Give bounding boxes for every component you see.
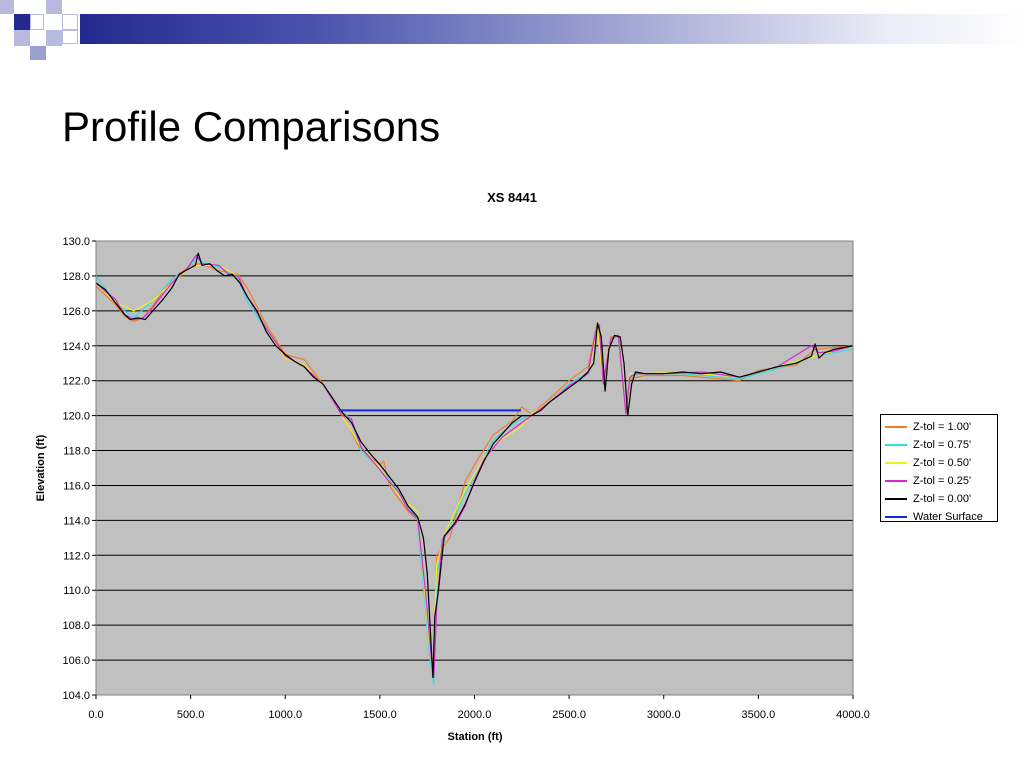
chart-title: XS 8441 bbox=[487, 190, 537, 205]
legend-swatch bbox=[885, 480, 907, 482]
y-axis-ticks: 104.0 106.0 108.0 110.0 112.0 114.0 116.0 118.0… bbox=[62, 236, 96, 702]
legend-swatch bbox=[885, 426, 907, 428]
decor-square bbox=[30, 14, 44, 30]
y-tick-label: 110.0 bbox=[63, 585, 90, 597]
decor-square bbox=[0, 0, 14, 14]
legend-item: Z-tol = 0.00' bbox=[885, 490, 997, 508]
series-lines bbox=[95, 252, 854, 686]
y-tick-label: 108.0 bbox=[62, 620, 90, 632]
y-tick-label: 112.0 bbox=[63, 550, 90, 562]
legend-item: Z-tol = 0.25' bbox=[885, 472, 997, 490]
legend-item: Z-tol = 0.50' bbox=[885, 454, 997, 472]
decor-square bbox=[14, 14, 30, 30]
series-line-4 bbox=[95, 252, 854, 679]
legend-item: Water Surface bbox=[885, 508, 997, 526]
legend-swatch bbox=[885, 444, 907, 446]
legend-label: Z-tol = 1.00' bbox=[913, 421, 972, 433]
slide-title: Profile Comparisons bbox=[62, 103, 441, 150]
y-tick-label: 128.0 bbox=[62, 271, 90, 283]
legend-swatch bbox=[885, 516, 907, 518]
x-tick-label: 4000.0 bbox=[836, 709, 870, 721]
legend-swatch bbox=[885, 498, 907, 500]
decor-square bbox=[62, 30, 78, 44]
header-decoration bbox=[0, 0, 1024, 62]
legend-swatch bbox=[885, 462, 907, 464]
decor-square bbox=[46, 0, 62, 14]
x-axis-ticks: 0.0 500.0 1000.0 1500.0 2000.0 2500.0 3000.0 35… bbox=[88, 695, 870, 721]
y-tick-label: 120.0 bbox=[62, 411, 90, 423]
legend-label: Z-tol = 0.00' bbox=[913, 493, 972, 505]
chart-legend: Z-tol = 1.00' Z-tol = 0.75' Z-tol = 0.50' Z… bbox=[880, 414, 998, 523]
y-tick-label: 126.0 bbox=[62, 306, 90, 318]
y-tick-label: 122.0 bbox=[62, 376, 90, 388]
header-gradient-band bbox=[80, 14, 1024, 44]
y-tick-label: 104.0 bbox=[62, 690, 90, 702]
y-tick-label: 106.0 bbox=[62, 655, 90, 667]
decor-square bbox=[46, 30, 62, 46]
y-tick-label: 116.0 bbox=[63, 480, 90, 492]
y-tick-label: 130.0 bbox=[62, 236, 90, 248]
x-tick-label: 1000.0 bbox=[268, 709, 302, 721]
x-axis-label: Station (ft) bbox=[448, 731, 503, 743]
x-tick-label: 2500.0 bbox=[552, 709, 586, 721]
decor-square bbox=[14, 30, 30, 46]
y-tick-label: 124.0 bbox=[62, 341, 90, 353]
legend-label: Z-tol = 0.75' bbox=[913, 439, 972, 451]
legend-label: Z-tol = 0.50' bbox=[913, 457, 972, 469]
legend-item: Z-tol = 1.00' bbox=[885, 418, 997, 436]
x-tick-label: 500.0 bbox=[177, 709, 205, 721]
plot-area bbox=[96, 241, 853, 695]
x-tick-label: 3500.0 bbox=[742, 709, 776, 721]
x-tick-label: 1500.0 bbox=[363, 709, 397, 721]
y-tick-label: 114.0 bbox=[63, 515, 90, 527]
legend-item: Z-tol = 0.75' bbox=[885, 436, 997, 454]
x-tick-label: 2000.0 bbox=[458, 709, 492, 721]
y-tick-label: 118.0 bbox=[63, 446, 90, 458]
decor-square bbox=[62, 14, 78, 30]
x-tick-label: 0.0 bbox=[88, 709, 103, 721]
decor-square bbox=[30, 46, 46, 60]
y-axis-label: Elevation (ft) bbox=[35, 434, 47, 501]
legend-label: Z-tol = 0.25' bbox=[913, 475, 972, 487]
legend-label: Water Surface bbox=[913, 511, 983, 523]
x-tick-label: 3000.0 bbox=[647, 709, 681, 721]
